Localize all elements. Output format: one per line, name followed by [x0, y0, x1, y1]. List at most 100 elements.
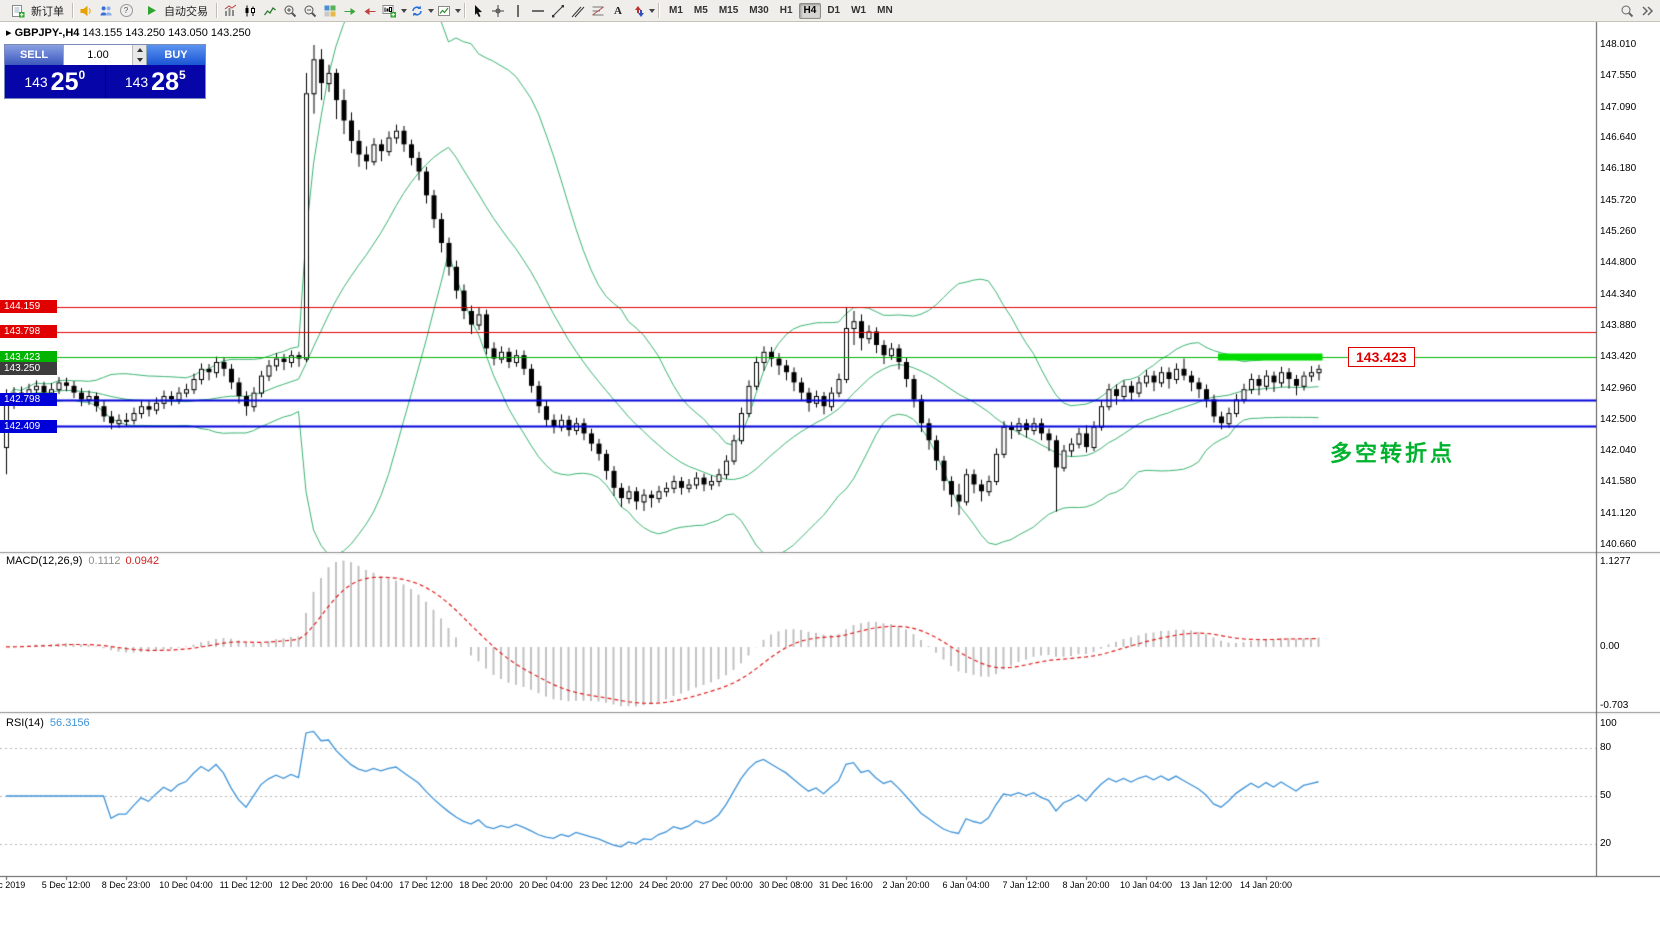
- profiles-dropdown-caret[interactable]: [428, 8, 434, 13]
- volume-up-button[interactable]: [133, 45, 146, 55]
- profiles-icon[interactable]: [407, 1, 427, 21]
- new-chart-icon[interactable]: [380, 1, 400, 21]
- tile-windows-icon[interactable]: [320, 1, 340, 21]
- chart-ohlc-header: ▸ GBPJPY-,H4 143.155 143.250 143.050 143…: [6, 26, 251, 39]
- auto-trading-button[interactable]: 自动交易: [136, 1, 213, 21]
- volume-input[interactable]: [64, 45, 132, 65]
- arrows-tool-icon[interactable]: [628, 1, 648, 21]
- timeframe-button-M15[interactable]: M15: [718, 4, 739, 16]
- sell-price-sup: 0: [78, 68, 86, 82]
- time-axis-label: Dec 2019: [0, 880, 26, 890]
- rsi-name: RSI(14): [6, 717, 44, 729]
- text-tool-icon[interactable]: A: [608, 1, 628, 21]
- level-callout[interactable]: 143.423: [1348, 347, 1415, 367]
- time-axis-label: 16 Dec 04:00: [339, 880, 393, 890]
- price-tick-label: 146.180: [1600, 163, 1637, 175]
- time-axis-label: 31 Dec 16:00: [819, 880, 873, 890]
- toolbar-overflow-icon[interactable]: [1637, 1, 1657, 21]
- price-level-tag: 142.798: [0, 393, 57, 407]
- search-icon[interactable]: [1617, 1, 1637, 21]
- timeframe-button-M30[interactable]: M30: [749, 4, 769, 16]
- auto-trading-label: 自动交易: [164, 5, 208, 18]
- indicators-dropdown-caret[interactable]: [455, 8, 461, 13]
- toolbar-separator: [658, 3, 659, 18]
- zoom-in-icon[interactable]: [280, 1, 300, 21]
- sell-button[interactable]: SELL: [5, 45, 63, 65]
- crosshair-icon[interactable]: [488, 1, 508, 21]
- volume-down-button[interactable]: [133, 55, 146, 65]
- price-tick-label: 145.720: [1600, 194, 1637, 206]
- horizontal-line-icon[interactable]: [528, 1, 548, 21]
- rsi-label: RSI(14) 56.3156: [6, 717, 90, 729]
- timeframe-button-H4[interactable]: H4: [798, 2, 822, 19]
- price-tick-label: 142.500: [1600, 413, 1637, 425]
- price-level-tag: 143.798: [0, 325, 57, 339]
- buy-button[interactable]: BUY: [147, 45, 205, 65]
- new-chart-dropdown-caret[interactable]: [401, 8, 407, 13]
- bar-chart-icon[interactable]: [220, 1, 240, 21]
- community-icon[interactable]: [96, 1, 116, 21]
- time-axis-label: 11 Dec 12:00: [219, 880, 273, 890]
- cursor-icon[interactable]: [468, 1, 488, 21]
- time-axis-label: 24 Dec 20:00: [639, 880, 693, 890]
- new-order-button[interactable]: 新订单: [3, 1, 69, 21]
- candlestick-chart-icon[interactable]: [240, 1, 260, 21]
- channel-icon[interactable]: [568, 1, 588, 21]
- price-tick-label: 146.640: [1600, 132, 1637, 144]
- new-order-icon: [8, 1, 28, 21]
- one-click-trading-panel: SELL BUY 143 25 0 143 28 5: [4, 44, 206, 99]
- rsi-scale-label: 50: [1600, 790, 1612, 801]
- time-axis-label: 5 Dec 12:00: [41, 880, 91, 890]
- price-tick-label: 143.420: [1600, 351, 1637, 363]
- vertical-line-icon[interactable]: [508, 1, 528, 21]
- price-chart-canvas[interactable]: [0, 22, 1660, 948]
- time-axis-label: 27 Dec 00:00: [699, 880, 753, 890]
- macd-scale-min-label: -0.703: [1600, 700, 1629, 711]
- time-axis-label: 14 Jan 20:00: [1239, 880, 1293, 890]
- new-order-label: 新订单: [31, 5, 64, 18]
- indicators-icon[interactable]: [434, 1, 454, 21]
- buy-price-sup: 5: [178, 68, 186, 82]
- line-chart-icon[interactable]: [260, 1, 280, 21]
- buy-price-pips: 28: [151, 67, 179, 96]
- macd-signal-value: 0.0942: [125, 555, 160, 567]
- toolbar-separator: [72, 3, 73, 18]
- macd-scale-zero-label: 0.00: [1600, 640, 1620, 652]
- timeframe-button-M1[interactable]: M1: [669, 4, 683, 16]
- chart-shift-icon[interactable]: [360, 1, 380, 21]
- price-tick-label: 142.960: [1600, 382, 1637, 394]
- timeframe-button-MN[interactable]: MN: [877, 4, 893, 16]
- rsi-value: 56.3156: [49, 717, 90, 729]
- price-tick-label: 140.660: [1600, 539, 1637, 550]
- price-level-tag: 144.159: [0, 300, 57, 314]
- price-tick-label: 141.580: [1600, 476, 1637, 488]
- sell-price-pips: 25: [50, 67, 79, 96]
- zoom-out-icon[interactable]: [300, 1, 320, 21]
- buy-price-display[interactable]: 143 28 5: [106, 65, 206, 98]
- fibonacci-icon[interactable]: [588, 1, 608, 21]
- turning-point-annotation[interactable]: 多空转折点: [1330, 441, 1456, 466]
- sell-price-display[interactable]: 143 25 0: [5, 65, 106, 98]
- time-axis-label: 20 Dec 04:00: [519, 880, 573, 890]
- trendline-icon[interactable]: [548, 1, 568, 21]
- buy-price-prefix: 143: [124, 73, 149, 90]
- price-tick-label: 144.800: [1600, 257, 1637, 269]
- auto-scroll-icon[interactable]: [340, 1, 360, 21]
- timeframe-button-D1[interactable]: D1: [827, 4, 841, 16]
- timeframe-button-M5[interactable]: M5: [693, 4, 708, 16]
- help-icon[interactable]: ?: [116, 1, 136, 21]
- sound-alert-icon[interactable]: [76, 1, 96, 21]
- price-tick-label: 142.040: [1600, 445, 1637, 457]
- arrows-dropdown-caret[interactable]: [649, 8, 655, 13]
- rsi-scale-label: 20: [1600, 838, 1612, 849]
- sell-price-prefix: 143: [24, 73, 48, 90]
- macd-scale-max-label: 1.1277: [1600, 556, 1631, 567]
- timeframe-button-W1[interactable]: W1: [851, 4, 867, 16]
- current-price-tag: 143.250: [0, 362, 57, 376]
- timeframe-button-H1[interactable]: H1: [779, 4, 793, 16]
- rsi-scale-label: 80: [1600, 742, 1612, 753]
- toolbar-separator: [464, 3, 465, 18]
- macd-name: MACD(12,26,9): [6, 555, 83, 567]
- time-axis-label: 10 Jan 04:00: [1119, 880, 1173, 890]
